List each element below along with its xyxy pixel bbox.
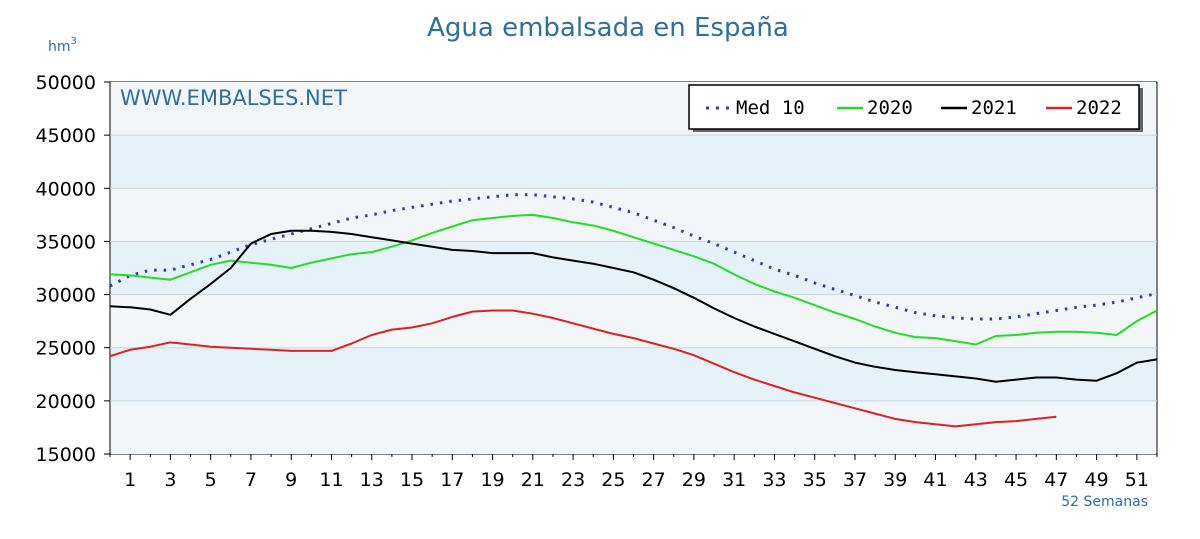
x-tick-label: 15 — [400, 469, 424, 491]
x-axis-label: 52 Semanas — [1061, 494, 1148, 510]
x-tick-label: 51 — [1125, 469, 1149, 491]
x-tick-label: 41 — [923, 469, 947, 491]
series-line-2021 — [109, 229, 1158, 383]
x-tick-label: 23 — [561, 469, 585, 491]
x-tick-label: 13 — [360, 469, 384, 491]
x-tick-label: 43 — [964, 469, 988, 491]
background-band — [111, 400, 1156, 454]
x-tick-label: 21 — [521, 469, 545, 491]
y-tick-label: 20000 — [36, 391, 96, 413]
x-tick-label: 7 — [245, 469, 257, 491]
x-tick-label: 17 — [440, 469, 464, 491]
x-tick-label: 9 — [285, 469, 297, 491]
series-line-2020 — [109, 213, 1158, 346]
legend-label: Med 10 — [736, 97, 805, 119]
grid-lines — [110, 134, 1157, 402]
legend-label: 2022 — [1076, 97, 1122, 119]
legend-label: 2021 — [971, 97, 1017, 119]
x-tick-label: 35 — [803, 469, 827, 491]
y-tick-label: 15000 — [36, 444, 96, 466]
x-tick-label: 37 — [843, 469, 867, 491]
x-tick-label: 5 — [205, 469, 217, 491]
x-tick-label: 25 — [601, 469, 625, 491]
x-tick-label: 47 — [1044, 469, 1068, 491]
x-tick-label: 45 — [1004, 469, 1028, 491]
series-layer — [109, 193, 1158, 428]
x-tick-label: 29 — [682, 469, 706, 491]
series-line-med-10 — [109, 193, 1158, 321]
background-band — [111, 135, 1156, 189]
y-tick-label: 35000 — [36, 231, 96, 253]
legend-label: 2020 — [867, 97, 913, 119]
background-band — [111, 188, 1156, 242]
y-axis-unit: hm — [48, 39, 71, 55]
x-tick-label: 31 — [722, 469, 746, 491]
x-tick-label: 49 — [1085, 469, 1109, 491]
y-tick-label: 40000 — [36, 178, 96, 200]
legend-items: Med 10 2020 2021 2022 — [706, 97, 1122, 119]
y-axis-unit-superscript: 3 — [71, 36, 77, 47]
watermark-text: WWW.EMBALSES.NET — [120, 86, 347, 110]
x-tick-label: 3 — [164, 469, 176, 491]
y-axis: 50000 45000 40000 35000 30000 25000 20000 15000 — [36, 72, 110, 466]
y-tick-label: 25000 — [36, 338, 96, 360]
y-tick-label: 50000 — [36, 72, 96, 94]
x-tick-label: 33 — [762, 469, 786, 491]
background-bands — [111, 82, 1156, 454]
background-band — [111, 294, 1156, 348]
y-tick-label: 45000 — [36, 125, 96, 147]
y-axis-unit-label: hm3 — [48, 36, 77, 55]
chart-title: Agua embalsada en España — [427, 13, 789, 43]
x-tick-label: 39 — [883, 469, 907, 491]
series-line-2022 — [109, 309, 1057, 428]
x-axis: 1 3 5 7 9 11 13 15 17 19 21 23 25 27 29 31 33 35 37 39 41 43 4… — [109, 454, 1158, 491]
x-tick-label: 1 — [124, 469, 136, 491]
background-band — [111, 347, 1156, 401]
legend: Med 10 2020 2021 2022 — [688, 84, 1143, 132]
x-tick-label: 19 — [480, 469, 504, 491]
x-tick-label: 27 — [642, 469, 666, 491]
x-tick-label: 11 — [319, 469, 343, 491]
background-band — [111, 241, 1156, 295]
y-tick-label: 30000 — [36, 285, 96, 307]
